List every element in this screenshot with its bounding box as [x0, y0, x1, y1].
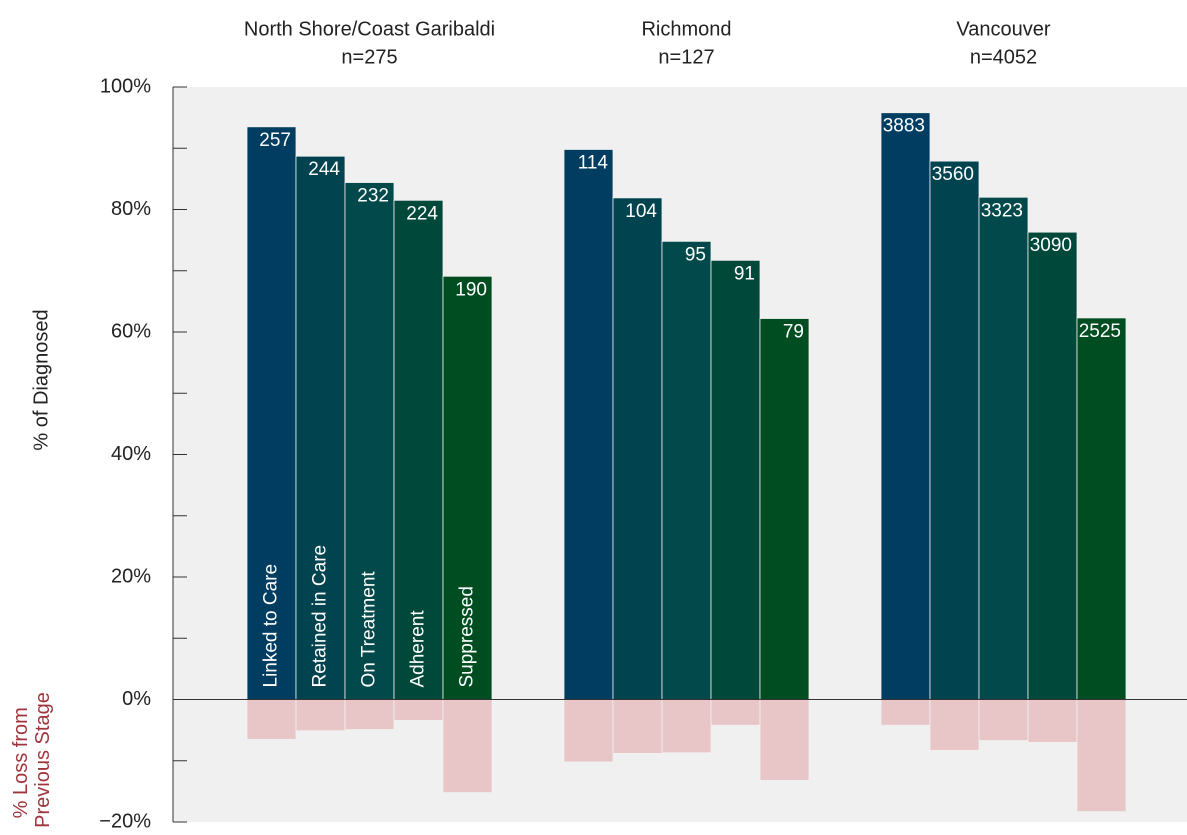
loss-bar	[442, 699, 493, 793]
bar	[393, 199, 444, 700]
y-tick-label: −20%	[99, 810, 151, 832]
loss-bar	[759, 699, 810, 781]
stage-label: On Treatment	[359, 571, 380, 688]
loss-bar	[880, 699, 931, 726]
group-n: n=275	[341, 46, 397, 68]
bar	[929, 160, 980, 700]
count-label: 257	[259, 130, 291, 151]
bar	[563, 149, 614, 700]
count-label: 232	[357, 186, 389, 207]
count-label: 104	[625, 201, 657, 222]
count-label: 91	[734, 263, 755, 284]
bar	[710, 259, 761, 700]
group-title: Richmond	[641, 18, 731, 40]
bar	[1027, 231, 1078, 700]
count-label: 3883	[883, 116, 925, 137]
bar	[612, 197, 663, 700]
loss-axis-label: % Loss from Previous Stage	[10, 692, 54, 828]
count-label: 2525	[1079, 321, 1121, 342]
count-label: 3090	[1030, 235, 1072, 256]
loss-bar	[393, 699, 444, 721]
loss-label-line: Previous Stage	[32, 692, 54, 828]
count-label: 224	[406, 203, 438, 224]
loss-bar	[661, 699, 712, 754]
bar	[246, 126, 297, 700]
bar	[880, 112, 931, 700]
bar	[759, 318, 810, 700]
loss-bar	[978, 699, 1029, 741]
stage-label: Suppressed	[457, 586, 478, 687]
loss-bar	[563, 699, 614, 763]
y-tick-label: 80%	[111, 198, 151, 220]
count-label: 244	[308, 159, 340, 180]
bar	[1076, 317, 1127, 700]
loss-bar	[344, 699, 395, 730]
loss-bar	[710, 699, 761, 726]
loss-bar	[929, 699, 980, 751]
count-label: 3323	[981, 200, 1023, 221]
stage-label: Linked to Care	[261, 564, 282, 688]
group-title: Vancouver	[956, 18, 1050, 40]
stage-label: Retained in Care	[310, 545, 331, 688]
loss-bar	[246, 699, 297, 740]
y-tick-label: 0%	[122, 688, 151, 710]
count-label: 79	[783, 322, 804, 343]
count-label: 114	[578, 152, 609, 173]
y-tick-label: 60%	[111, 320, 151, 342]
bar	[661, 240, 712, 700]
bar	[344, 182, 395, 700]
bar	[442, 275, 493, 700]
group-title: North Shore/Coast Garibaldi	[244, 18, 495, 40]
loss-bar	[1027, 699, 1078, 743]
count-label: 3560	[932, 164, 974, 185]
loss-bar	[295, 699, 346, 732]
count-label: 190	[455, 279, 487, 300]
group-n: n=127	[658, 46, 714, 68]
group-n: n=4052	[970, 46, 1037, 68]
bar	[978, 196, 1029, 700]
loss-bar	[1076, 699, 1127, 812]
stage-label: Adherent	[408, 610, 429, 688]
y-tick-label: 20%	[111, 565, 151, 587]
loss-label-line: % Loss from	[10, 707, 32, 818]
y-tick-label: 40%	[111, 443, 151, 465]
bar	[295, 155, 346, 700]
loss-bar	[612, 699, 663, 754]
y-axis-label: % of Diagnosed	[30, 309, 52, 450]
count-label: 95	[685, 244, 706, 265]
y-tick-label: 100%	[100, 75, 151, 97]
